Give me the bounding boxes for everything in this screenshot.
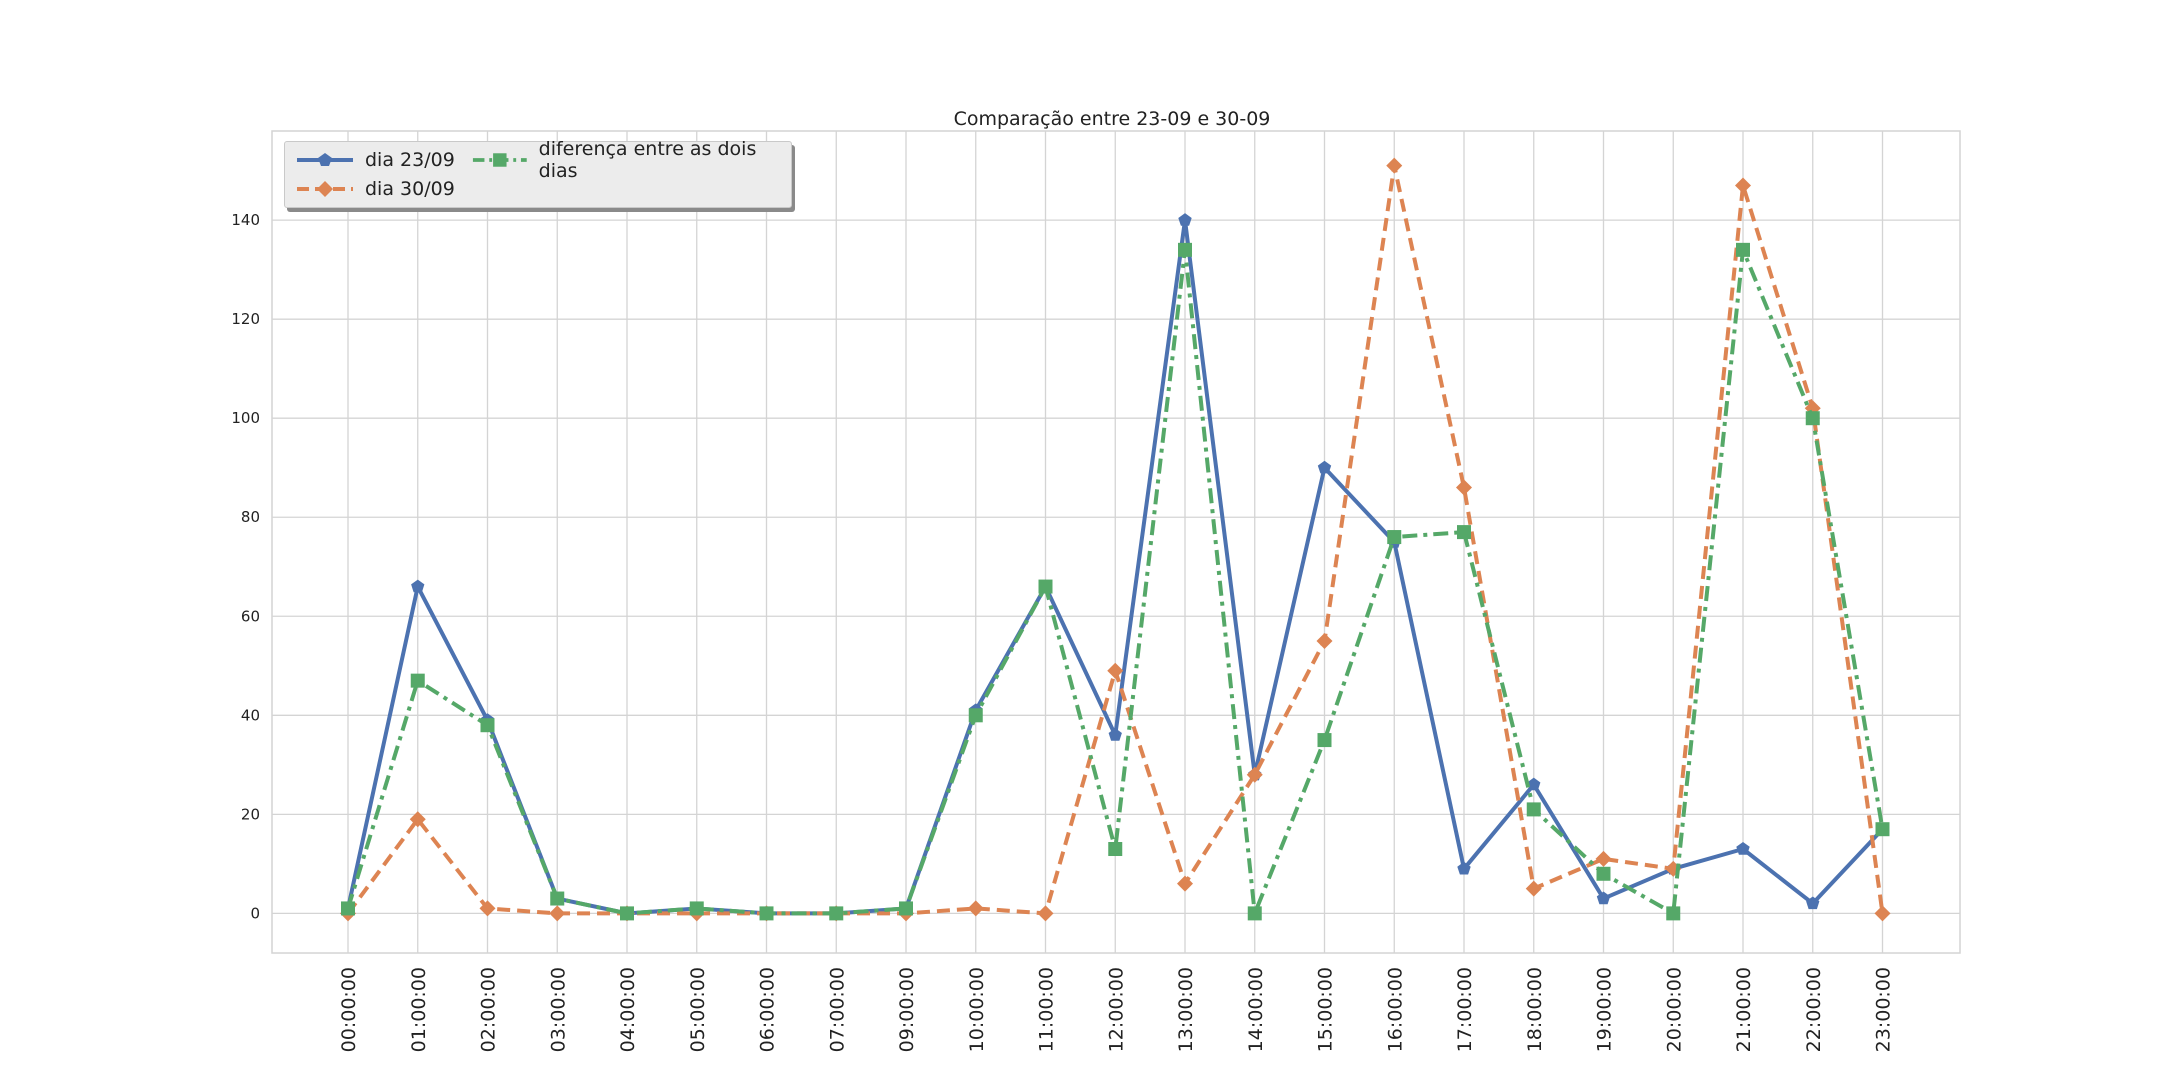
legend-line-series-2 (297, 181, 353, 197)
legend-item-series-3: diferença entre as dois dias (471, 138, 791, 182)
legend-label-series-2: dia 30/09 (365, 178, 455, 200)
data-point (1178, 242, 1192, 257)
x-tick-label: 11:00:00 (1036, 967, 1058, 1052)
data-point (479, 900, 496, 917)
data-point (1178, 213, 1192, 226)
data-point (1666, 906, 1681, 921)
data-point (968, 708, 983, 723)
x-tick-label: 16:00:00 (1384, 967, 1406, 1052)
series-3 (341, 242, 1890, 921)
x-tick-label: 18:00:00 (1524, 967, 1546, 1052)
legend-item-series-2: dia 30/09 (295, 176, 455, 202)
x-tick-label: 10:00:00 (966, 967, 988, 1052)
y-tick-label: 120 (231, 310, 260, 328)
data-point (1316, 633, 1333, 650)
data-point (1595, 850, 1612, 867)
x-tick-label: 09:00:00 (896, 967, 918, 1052)
y-tick-label: 140 (231, 211, 260, 229)
data-point (1107, 662, 1124, 679)
x-tick-label: 02:00:00 (478, 967, 500, 1052)
x-tick-label: 12:00:00 (1105, 967, 1127, 1052)
x-tick-label: 13:00:00 (1175, 967, 1197, 1052)
data-point (1526, 802, 1541, 817)
x-tick-label: 03:00:00 (547, 967, 569, 1052)
x-tick-label: 00:00:00 (338, 967, 360, 1052)
data-point (409, 811, 426, 828)
y-tick-label: 80 (241, 508, 260, 526)
x-tick-label: 05:00:00 (687, 967, 709, 1052)
data-point (1108, 728, 1122, 741)
y-tick-labels: 0 20 40 60 80 100 120 140 (231, 211, 260, 922)
legend-label-series-1: dia 23/09 (365, 149, 455, 171)
x-tick-label: 19:00:00 (1594, 967, 1616, 1052)
x-tick-label: 23:00:00 (1873, 967, 1895, 1052)
legend-item-series-1: dia 23/09 (295, 147, 455, 173)
data-point (410, 673, 425, 688)
data-point (967, 900, 984, 917)
data-point (1317, 460, 1332, 474)
data-point (689, 901, 704, 916)
x-tick-labels: 00:00:00 01:00:00 02:00:00 03:00:00 04:00:00… (338, 967, 1895, 1052)
chart-title: Comparação entre 23-09 e 30-09 (954, 108, 1271, 130)
data-point (1038, 579, 1053, 594)
data-point (1874, 905, 1891, 922)
data-point (549, 905, 566, 922)
data-point (1875, 822, 1890, 837)
legend-label-series-3: diferença entre as dois dias (538, 138, 757, 182)
x-tick-label: 21:00:00 (1733, 967, 1755, 1052)
y-tick-label: 0 (250, 904, 260, 922)
y-tick-label: 100 (231, 409, 260, 427)
data-point (1525, 880, 1542, 897)
y-tick-label: 60 (241, 607, 260, 625)
data-point (341, 901, 355, 916)
data-point (620, 906, 634, 921)
data-point (1037, 905, 1054, 922)
x-tick-label: 06:00:00 (757, 967, 779, 1052)
x-tick-label: 22:00:00 (1803, 967, 1825, 1052)
data-point (1806, 896, 1820, 910)
x-tick-label: 14:00:00 (1245, 967, 1267, 1052)
legend: dia 23/09 dia 30/09 diferença entre as d… (284, 138, 792, 208)
x-tick-label: 04:00:00 (617, 967, 639, 1052)
data-point (1736, 242, 1750, 257)
data-point (1596, 866, 1611, 881)
y-tick-label: 20 (241, 805, 260, 823)
data-point (1247, 906, 1262, 921)
x-tick-label: 17:00:00 (1454, 967, 1476, 1052)
data-point (829, 906, 844, 921)
series-group (340, 157, 1891, 922)
x-tick-label: 20:00:00 (1663, 967, 1685, 1052)
data-point (550, 891, 565, 906)
x-tick-label: 01:00:00 (408, 967, 430, 1052)
data-point (1596, 891, 1611, 905)
legend-line-series-1 (297, 153, 353, 166)
data-point (899, 901, 913, 916)
data-point (1386, 157, 1403, 174)
x-tick-label: 15:00:00 (1315, 967, 1337, 1052)
legend-line-series-3 (472, 153, 527, 167)
data-point (759, 906, 774, 921)
data-point (1805, 411, 1820, 426)
data-point (480, 718, 495, 733)
data-point (1177, 875, 1193, 892)
data-point (1317, 733, 1332, 748)
data-point (1387, 530, 1402, 545)
data-point (1457, 525, 1471, 540)
data-point (1108, 842, 1123, 857)
data-point (1527, 777, 1541, 791)
data-point (1735, 177, 1751, 194)
y-tick-label: 40 (241, 706, 260, 724)
data-point (1246, 766, 1263, 783)
data-point (1736, 842, 1750, 855)
data-point (1456, 479, 1472, 496)
data-point (1457, 861, 1471, 875)
data-point (411, 579, 425, 593)
x-tick-label: 07:00:00 (826, 967, 848, 1052)
